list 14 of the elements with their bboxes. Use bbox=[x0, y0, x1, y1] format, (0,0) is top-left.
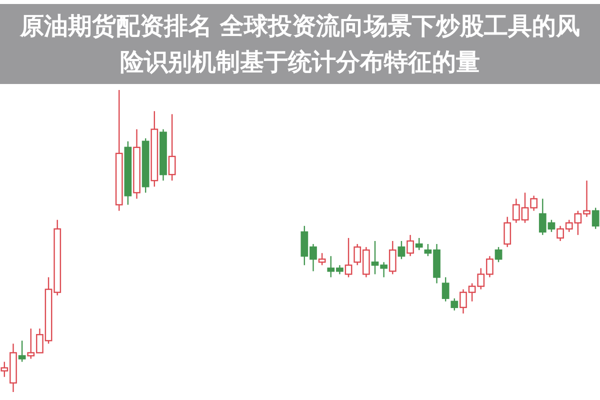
candlestick bbox=[442, 276, 450, 302]
candlestick bbox=[415, 237, 423, 251]
candlestick bbox=[168, 114, 176, 182]
candlestick bbox=[494, 246, 502, 263]
candlestick bbox=[18, 340, 26, 362]
candlestick bbox=[406, 234, 414, 257]
candlestick bbox=[318, 252, 326, 266]
candlestick bbox=[450, 298, 458, 312]
candlestick bbox=[504, 216, 512, 248]
candlestick bbox=[388, 240, 396, 275]
chart-title: 原油期货配资排名 全球投资流向场景下炒股工具的风险识别机制基于统计分布特征的量 bbox=[0, 4, 600, 84]
candlestick bbox=[344, 237, 352, 278]
candlestick bbox=[398, 240, 406, 260]
candlestick bbox=[592, 207, 600, 230]
